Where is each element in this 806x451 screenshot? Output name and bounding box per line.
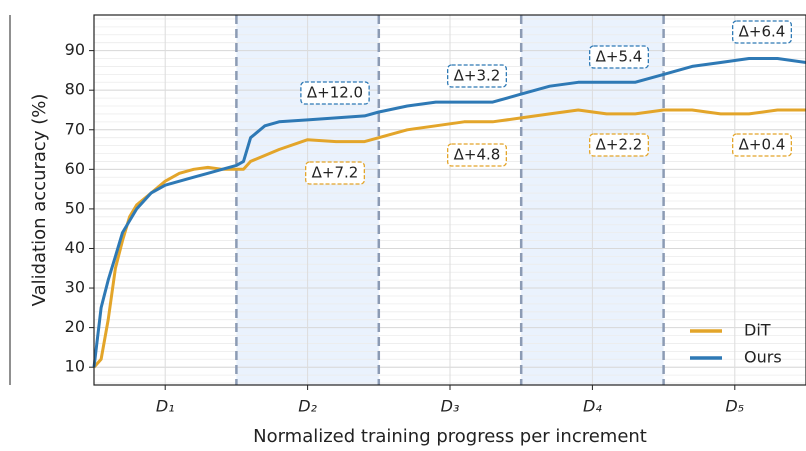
plot-frame <box>93 14 806 386</box>
annotation-box <box>447 64 507 88</box>
x-tick-label: D₃ <box>441 397 460 416</box>
annotation-box <box>300 81 370 105</box>
y-tick-label: 10 <box>65 357 85 376</box>
y-tick-label: 60 <box>65 159 85 178</box>
x-tick-label: D₅ <box>725 397 744 416</box>
legend-label: Ours <box>744 348 782 367</box>
x-tick-label: D₂ <box>298 397 317 416</box>
x-tick-label: D₁ <box>156 397 175 416</box>
annotation: Δ+2.2 <box>596 136 643 154</box>
annotation-box <box>305 161 365 185</box>
y-tick-label: 40 <box>65 238 85 257</box>
annotation-box <box>589 45 649 69</box>
line-series <box>92 57 806 368</box>
y-axis-label: Validation accuracy (%) <box>29 94 50 307</box>
annotation-box <box>732 133 792 157</box>
x-axis-label: Normalized training progress per increme… <box>253 426 647 447</box>
annotation: Δ+12.0 <box>307 84 363 102</box>
y-tick-label: 30 <box>65 278 85 297</box>
annotation-box <box>732 20 792 44</box>
y-tick-label: 80 <box>65 80 85 99</box>
y-tick-label: 70 <box>65 119 85 138</box>
legend-label: DiT <box>744 321 771 340</box>
y-tick-label: 50 <box>65 198 85 217</box>
annotation: Δ+5.4 <box>596 48 643 66</box>
x-tick-label: D₄ <box>583 397 602 416</box>
annotation: Δ+3.2 <box>454 67 501 85</box>
annotation: Δ+0.4 <box>739 136 786 154</box>
annotation: Δ+6.4 <box>739 23 786 41</box>
line-series <box>92 108 806 369</box>
y-tick-label: 90 <box>65 40 85 59</box>
annotation-box <box>589 133 649 157</box>
annotation: Δ+7.2 <box>312 164 359 182</box>
y-tick-label: 20 <box>65 317 85 336</box>
annotation-box <box>447 143 507 167</box>
annotation: Δ+4.8 <box>454 146 501 164</box>
